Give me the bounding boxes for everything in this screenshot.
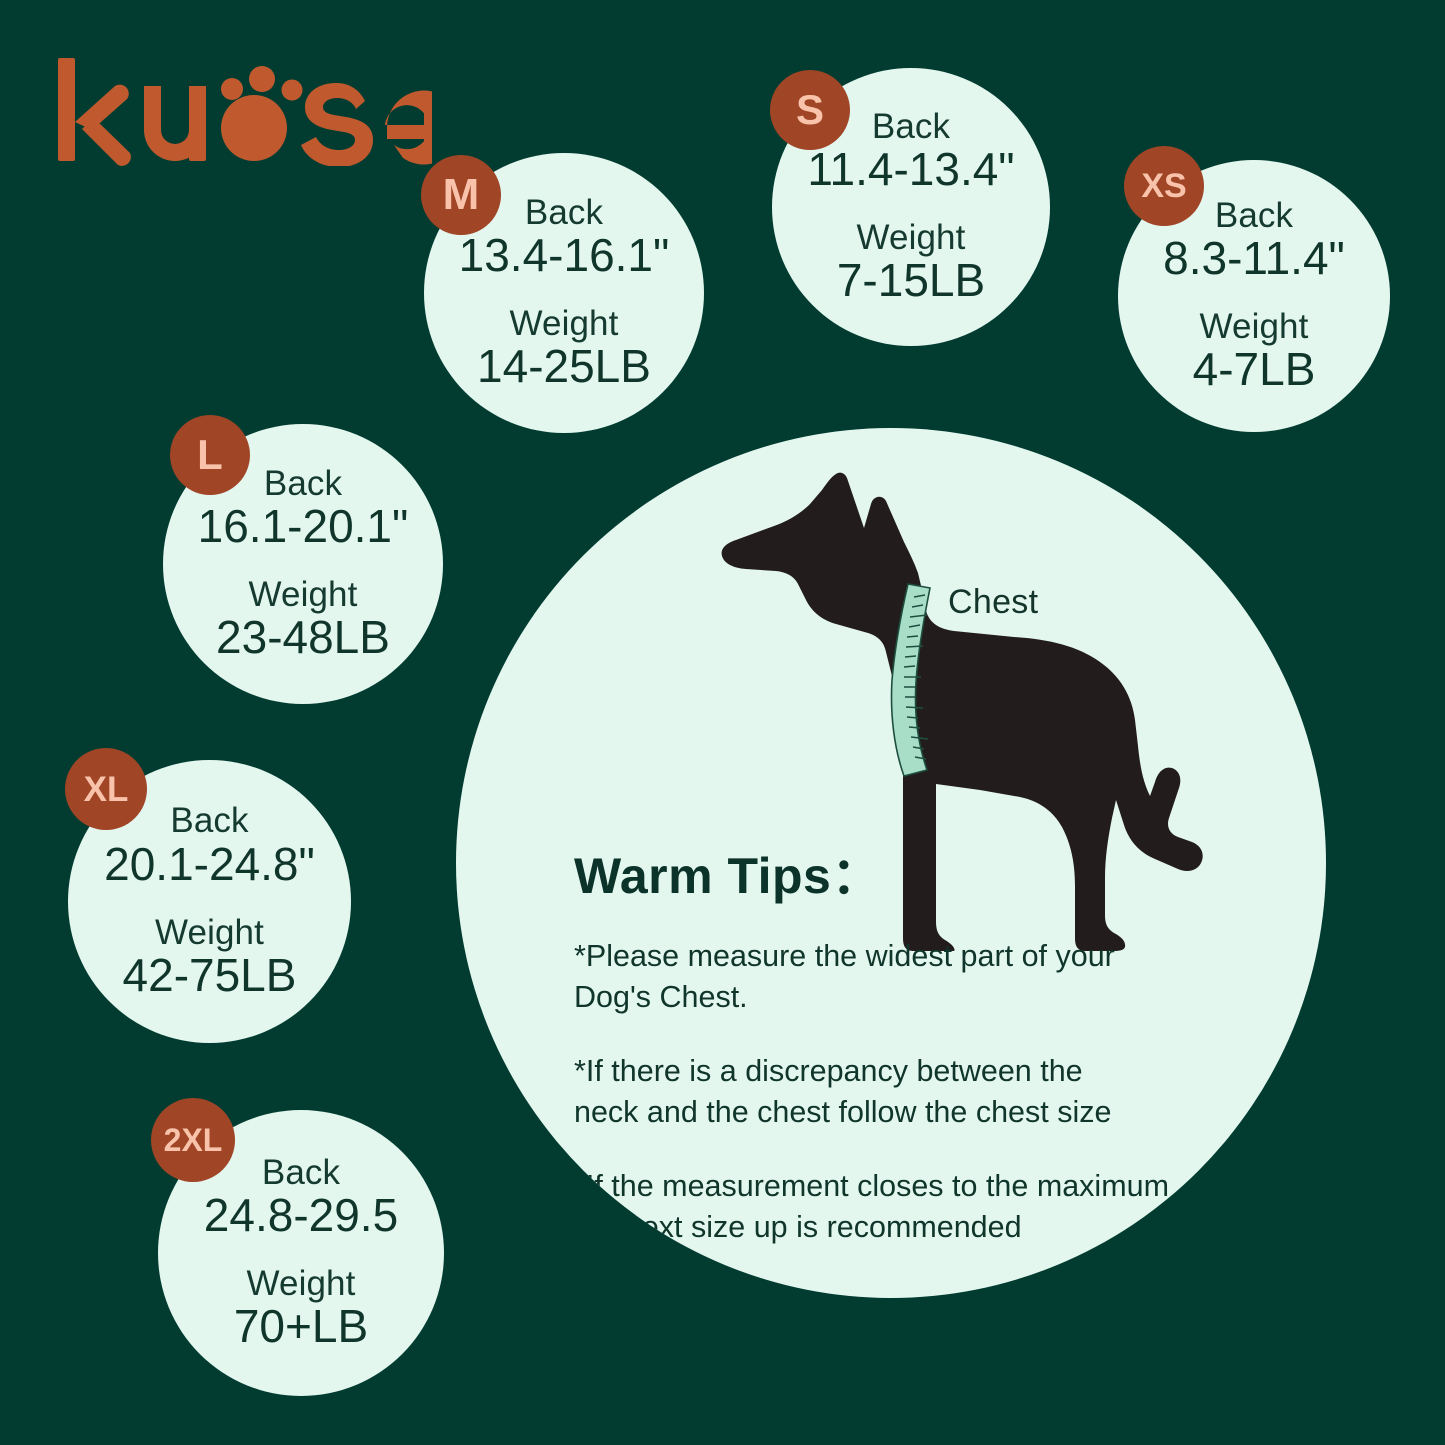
weight-value: 42-75LB: [122, 948, 297, 1001]
warm-tip-2: *If there is a discrepancy between the n…: [574, 1054, 1112, 1129]
back-label: Back: [261, 1152, 341, 1192]
back-value: 16.1-20.1": [197, 500, 409, 553]
back-label: Back: [170, 801, 249, 841]
weight-value: 23-48LB: [216, 611, 390, 664]
size-badge-m: M: [421, 155, 501, 235]
size-badge-label: M: [442, 170, 480, 219]
weight-value: 70+LB: [233, 1300, 369, 1353]
weight-label: Weight: [509, 304, 619, 343]
back-label: Back: [524, 192, 604, 232]
weight-value: 14-25LB: [477, 340, 651, 393]
back-value: 24.8-29.5: [203, 1189, 399, 1242]
back-label: Back: [1214, 195, 1294, 235]
size-bubble-m: Back 13.4-16.1" Weight 14-25LB: [424, 153, 704, 433]
warm-tip-3: *If the measurement closes to the maximu…: [574, 1169, 1169, 1244]
warm-tips-title: Warm Tips：: [574, 848, 882, 904]
back-value: 20.1-24.8": [104, 837, 315, 890]
weight-label: Weight: [248, 575, 358, 614]
size-badge-2xl: 2XL: [151, 1098, 235, 1182]
weight-label: Weight: [856, 218, 966, 257]
size-bubble-s: Back 11.4-13.4" Weight 7-15LB: [772, 68, 1050, 346]
size-badge-xs: XS: [1124, 146, 1204, 226]
size-badge-xl: XL: [65, 748, 147, 830]
back-value: 8.3-11.4": [1163, 232, 1345, 285]
back-label: Back: [871, 106, 951, 146]
back-label: Back: [263, 463, 343, 503]
chest-label: Chest: [948, 583, 1039, 621]
main-info-circle: Chest Warm Tips： *Please measure the wid…: [456, 428, 1326, 1298]
back-value: 11.4-13.4": [807, 143, 1015, 196]
measuring-tape-icon: [890, 583, 931, 777]
size-badge-label: XS: [1141, 167, 1187, 205]
weight-value: 4-7LB: [1192, 343, 1316, 396]
size-badge-label: 2XL: [163, 1122, 223, 1158]
weight-value: 7-15LB: [836, 254, 986, 307]
weight-label: Weight: [1199, 307, 1309, 346]
weight-label: Weight: [246, 1264, 356, 1303]
brand-logo: [52, 56, 432, 166]
size-badge-label: L: [197, 431, 223, 478]
size-badge-l: L: [170, 415, 250, 495]
size-badge-label: S: [795, 86, 824, 133]
size-badge-s: S: [770, 70, 850, 150]
weight-label: Weight: [155, 912, 264, 952]
warm-tip-1: *Please measure the widest part of your …: [574, 939, 1115, 1014]
back-value: 13.4-16.1": [458, 229, 670, 282]
warm-tips-block: Warm Tips： *Please measure the widest pa…: [574, 836, 1304, 1247]
size-badge-label: XL: [83, 769, 129, 809]
